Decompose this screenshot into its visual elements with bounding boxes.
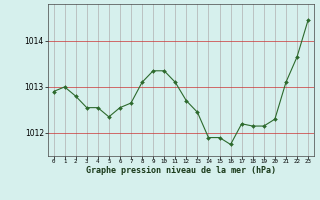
X-axis label: Graphe pression niveau de la mer (hPa): Graphe pression niveau de la mer (hPa) (86, 166, 276, 175)
